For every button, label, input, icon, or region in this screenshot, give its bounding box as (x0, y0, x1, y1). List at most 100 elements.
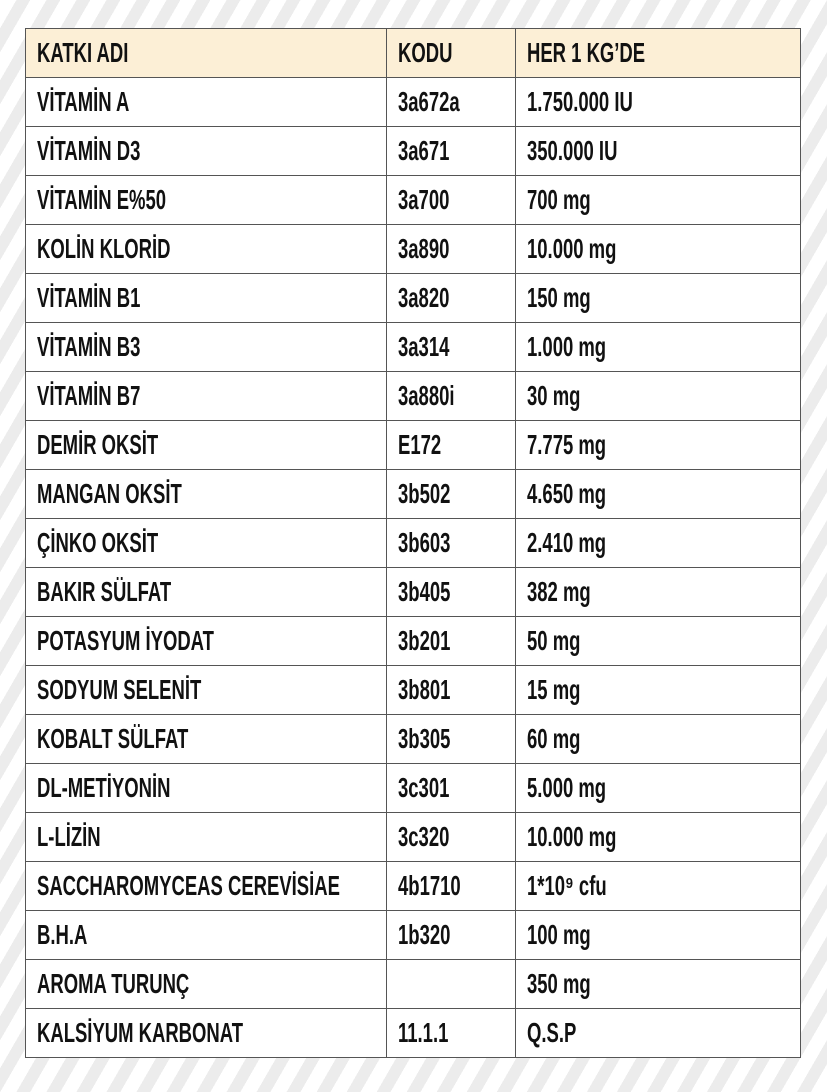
cell-text: 2.410 mg (527, 527, 607, 558)
cell-text: 3b405 (398, 576, 451, 607)
table-cell: MANGAN OKSİT (25, 469, 387, 519)
table-cell (386, 959, 516, 1009)
table-cell: BAKIR SÜLFAT (25, 567, 387, 617)
table-row: DEMİR OKSİT E172 7.775 mg (25, 420, 801, 470)
table-cell: 3a700 (386, 175, 516, 225)
table-cell: 3c301 (386, 763, 516, 813)
header-cell: KATKI ADI (25, 28, 387, 78)
table-cell: 50 mg (515, 616, 801, 666)
cell-text: VİTAMİN B3 (37, 331, 141, 362)
cell-text: SODYUM SELENİT (37, 674, 202, 705)
table-row: BAKIR SÜLFAT 3b405 382 mg (25, 567, 801, 617)
cell-text: KATKI ADI (37, 37, 129, 68)
table-cell: VİTAMİN B7 (25, 371, 387, 421)
table-row: KOLİN KLORİD 3a890 10.000 mg (25, 224, 801, 274)
table-cell: POTASYUM İYODAT (25, 616, 387, 666)
table-row: VİTAMİN E%50 3a700 700 mg (25, 175, 801, 225)
table-row: POTASYUM İYODAT 3b201 50 mg (25, 616, 801, 666)
table-cell: 1*10⁹ cfu (515, 861, 801, 911)
table-cell: 7.775 mg (515, 420, 801, 470)
cell-text: KODU (398, 37, 453, 68)
table-cell: 3a890 (386, 224, 516, 274)
cell-text: SACCHAROMYCEAS CEREVİSİAE (37, 870, 340, 901)
table-cell: 3b405 (386, 567, 516, 617)
cell-text: 5.000 mg (527, 772, 607, 803)
table-row: VİTAMİN B3 3a314 1.000 mg (25, 322, 801, 372)
cell-text: 10.000 mg (527, 821, 617, 852)
cell-text: 7.775 mg (527, 429, 607, 460)
table-cell: KOBALT SÜLFAT (25, 714, 387, 764)
header-cell: KODU (386, 28, 516, 78)
cell-text: 3b801 (398, 674, 451, 705)
table-cell: AROMA TURUNÇ (25, 959, 387, 1009)
table-cell: SACCHAROMYCEAS CEREVİSİAE (25, 861, 387, 911)
table-row: VİTAMİN A 3a672a 1.750.000 IU (25, 77, 801, 127)
cell-text: 4.650 mg (527, 478, 607, 509)
table-cell: 100 mg (515, 910, 801, 960)
table-cell: VİTAMİN E%50 (25, 175, 387, 225)
cell-text: 150 mg (527, 282, 591, 313)
cell-text: 60 mg (527, 723, 581, 754)
cell-text: 30 mg (527, 380, 581, 411)
table-row: AROMA TURUNÇ 350 mg (25, 959, 801, 1009)
cell-text: 3c320 (398, 821, 450, 852)
table-cell: 382 mg (515, 567, 801, 617)
table-row: B.H.A 1b320 100 mg (25, 910, 801, 960)
cell-text: MANGAN OKSİT (37, 478, 182, 509)
cell-text: B.H.A (37, 919, 88, 950)
table-cell: L-LİZİN (25, 812, 387, 862)
table-row: VİTAMİN B7 3a880i 30 mg (25, 371, 801, 421)
table-cell: 1.000 mg (515, 322, 801, 372)
cell-text: E172 (398, 429, 442, 460)
header-cell: HER 1 KG’DE (515, 28, 801, 78)
table-cell: SODYUM SELENİT (25, 665, 387, 715)
table-cell: 60 mg (515, 714, 801, 764)
cell-text: 11.1.1 (398, 1017, 449, 1048)
table-cell: 3b201 (386, 616, 516, 666)
table-cell: 1b320 (386, 910, 516, 960)
table-row: ÇİNKO OKSİT 3b603 2.410 mg (25, 518, 801, 568)
cell-text: HER 1 KG’DE (527, 37, 646, 68)
table-cell: 10.000 mg (515, 812, 801, 862)
table-cell: 3b305 (386, 714, 516, 764)
table-row: VİTAMİN B1 3a820 150 mg (25, 273, 801, 323)
cell-text: 3a820 (398, 282, 450, 313)
table-cell: 11.1.1 (386, 1008, 516, 1058)
cell-text: POTASYUM İYODAT (37, 625, 214, 656)
cell-text: KOLİN KLORİD (37, 233, 171, 264)
cell-text: 382 mg (527, 576, 591, 607)
cell-text: 3b502 (398, 478, 451, 509)
table-cell: 4b1710 (386, 861, 516, 911)
cell-text: DEMİR OKSİT (37, 429, 159, 460)
table-cell: 3a671 (386, 126, 516, 176)
cell-text: VİTAMİN E%50 (37, 184, 167, 215)
table-row: KALSİYUM KARBONAT 11.1.1 Q.S.P (25, 1008, 801, 1058)
table-row: SODYUM SELENİT 3b801 15 mg (25, 665, 801, 715)
table-cell: 3c320 (386, 812, 516, 862)
table-body: VİTAMİN A 3a672a 1.750.000 IU VİTAMİN D3 3a6… (25, 77, 801, 1058)
table-cell: 2.410 mg (515, 518, 801, 568)
cell-text: 15 mg (527, 674, 581, 705)
cell-text: AROMA TURUNÇ (37, 968, 190, 999)
cell-text: 3a890 (398, 233, 450, 264)
table-cell: VİTAMİN A (25, 77, 387, 127)
cell-text: 700 mg (527, 184, 591, 215)
table-row: VİTAMİN D3 3a671 350.000 IU (25, 126, 801, 176)
table-cell: 700 mg (515, 175, 801, 225)
table-row: L-LİZİN 3c320 10.000 mg (25, 812, 801, 862)
cell-text: 1b320 (398, 919, 451, 950)
cell-text: 10.000 mg (527, 233, 617, 264)
cell-text: 1.000 mg (527, 331, 607, 362)
table-cell: KOLİN KLORİD (25, 224, 387, 274)
table-cell: 30 mg (515, 371, 801, 421)
cell-text: ÇİNKO OKSİT (37, 527, 159, 558)
table-row: DL-METİYONİN 3c301 5.000 mg (25, 763, 801, 813)
table-cell: VİTAMİN B3 (25, 322, 387, 372)
cell-text: 3b305 (398, 723, 451, 754)
cell-text: 3a880i (398, 380, 455, 411)
cell-text: BAKIR SÜLFAT (37, 576, 172, 607)
table-cell: 3a820 (386, 273, 516, 323)
cell-text: 1*10⁹ cfu (527, 870, 607, 901)
header-row: KATKI ADI KODU HER 1 KG’DE (25, 28, 801, 78)
